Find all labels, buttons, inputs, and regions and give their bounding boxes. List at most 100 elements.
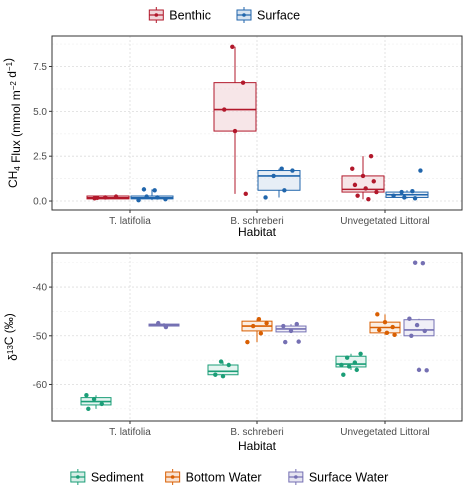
y-axis-title-part: −2 [9, 81, 18, 91]
y-tick-label: 2.5 [33, 152, 47, 163]
x-tick-label: B. schreberi [230, 427, 283, 438]
legend-label: Surface [257, 9, 300, 23]
y-axis-title-part: δ [6, 354, 20, 361]
data-point [86, 406, 91, 412]
legend-item-bottom-water: Bottom Water [165, 469, 262, 485]
box-b-schreberi-benthic [213, 44, 257, 197]
data-point [355, 193, 360, 198]
data-point [374, 189, 379, 195]
data-point [402, 195, 407, 200]
data-point [354, 367, 359, 373]
data-point [264, 320, 269, 326]
box-t-latifolia-surface [130, 187, 174, 203]
data-point [245, 339, 250, 345]
data-point [420, 261, 426, 266]
y-axis-title: CH4 Flux (mmol m−2 d−1) [1, 58, 23, 188]
box-unvegetated-littoral-benthic [341, 153, 385, 202]
data-point [243, 191, 248, 197]
data-point [113, 194, 119, 199]
box-unvegetated-littoral-surface [385, 168, 429, 201]
data-point [422, 328, 427, 334]
data-point [279, 166, 284, 171]
y-tick-label: -60 [33, 380, 48, 391]
y-axis-title-part: d [5, 71, 19, 81]
data-point [294, 321, 299, 327]
legend-item-surface-water: Surface Water [288, 469, 388, 485]
data-point [382, 319, 388, 325]
legend-key-point [154, 13, 159, 17]
data-point [258, 331, 264, 336]
data-point [346, 364, 352, 369]
box-b-schreberi-surface-water [275, 321, 307, 345]
legend-label: Benthic [169, 9, 211, 23]
data-point [352, 360, 358, 365]
legend-label: Sediment [91, 471, 144, 485]
x-tick-label: Unvegetated Littoral [340, 216, 430, 227]
y-axis-title-part: Flux (mmol m [9, 90, 23, 166]
data-point [163, 324, 169, 330]
box-b-schreberi-bottom-water [241, 317, 273, 345]
data-point [220, 374, 226, 379]
data-point [410, 188, 415, 194]
data-point [144, 194, 149, 199]
data-point [407, 316, 412, 321]
legend-key-point [294, 475, 298, 479]
data-point [95, 195, 100, 201]
data-point [218, 359, 224, 364]
data-point [281, 323, 286, 329]
methane-flux-chart: 0.0 2.5 5.0 7.5 T. latifolia B. schreberi Unve… [1, 7, 463, 239]
legend: Sediment Bottom Water Surface Water [70, 469, 388, 485]
legend-label: Bottom Water [186, 471, 262, 485]
data-point [103, 195, 108, 200]
data-point [99, 401, 104, 407]
data-point [424, 368, 429, 373]
y-axis-title-part: CH [6, 171, 20, 188]
box-b-schreberi-sediment [207, 359, 239, 379]
data-point [418, 168, 423, 173]
data-point [412, 260, 418, 265]
box-unvegetated-littoral-sediment [335, 351, 367, 377]
data-point [390, 324, 395, 330]
legend-key-point [76, 475, 80, 479]
legend-label: Surface Water [309, 471, 388, 485]
data-point [283, 339, 288, 345]
data-point [232, 128, 238, 134]
x-tick-label: Unvegetated Littoral [340, 427, 430, 438]
y-axis-title-part: 4 [13, 166, 22, 171]
data-point [341, 372, 346, 377]
plot-panel [52, 36, 462, 210]
y-axis-title: δ13C (‰) [2, 313, 20, 361]
data-point [91, 396, 97, 402]
box-t-latifolia-benthic [86, 194, 130, 201]
data-point [391, 193, 396, 198]
box-t-latifolia-surface-water [148, 320, 180, 330]
data-point [339, 362, 344, 368]
data-point [263, 195, 268, 200]
data-point [368, 153, 374, 159]
data-point [155, 195, 160, 200]
legend-item-surface: Surface [236, 7, 300, 23]
data-point [352, 182, 358, 188]
y-tick-label: -50 [33, 331, 48, 342]
box-b-schreberi-surface [257, 166, 301, 200]
data-point [344, 355, 350, 360]
data-point [371, 179, 376, 184]
y-axis-title-part: 13 [6, 345, 15, 354]
data-point [358, 351, 363, 356]
data-point [409, 333, 414, 338]
data-point [163, 197, 168, 202]
data-point [156, 320, 161, 326]
data-point [250, 323, 256, 329]
data-point [384, 330, 390, 336]
legend-item-benthic: Benthic [148, 7, 211, 23]
data-point [226, 362, 231, 368]
data-point [412, 196, 418, 201]
y-tick-label: 5.0 [33, 107, 47, 118]
legend-key-point [170, 475, 175, 479]
legend: Benthic Surface [148, 7, 300, 23]
data-point [366, 197, 371, 202]
data-point [288, 328, 294, 334]
data-point [282, 188, 287, 193]
data-point [350, 166, 355, 171]
x-tick-label: T. latifolia [109, 427, 151, 438]
